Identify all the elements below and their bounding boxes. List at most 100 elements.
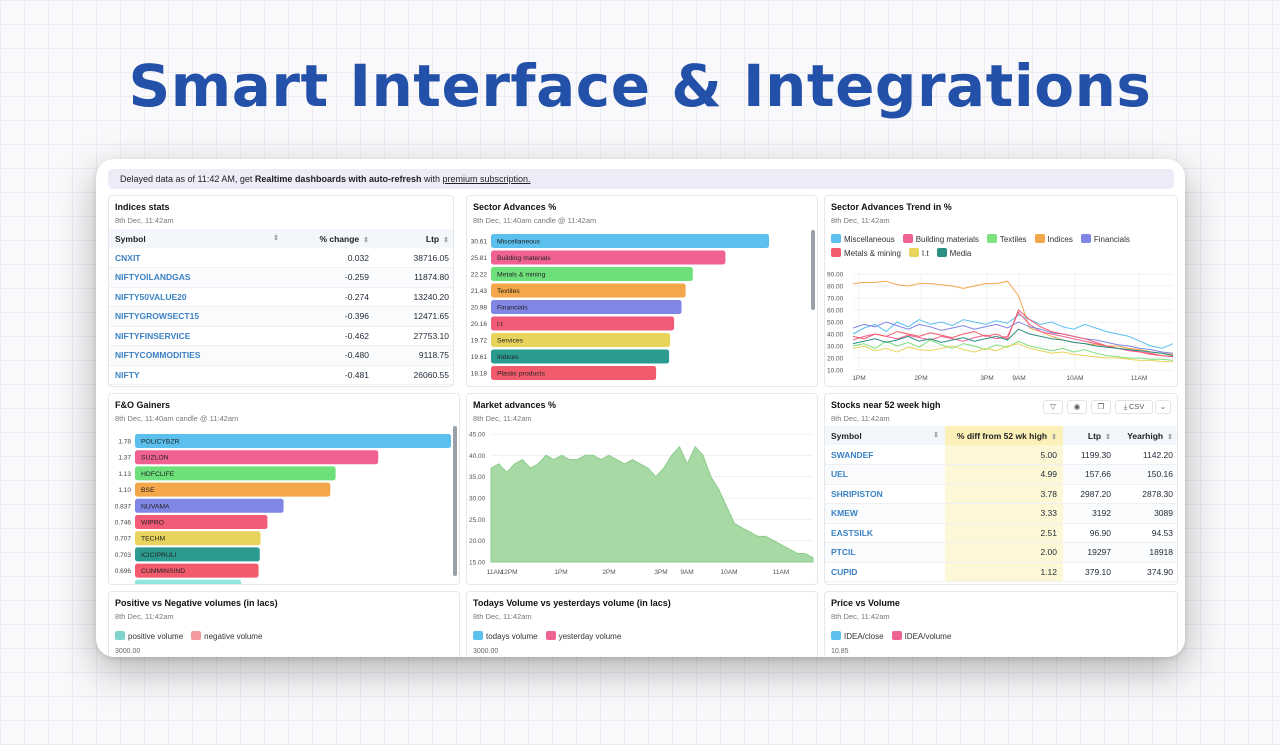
- change-cell: -0.274: [285, 287, 375, 307]
- x-tick-label: 11AM: [1131, 375, 1148, 382]
- legend-item[interactable]: Media: [936, 248, 971, 258]
- bar-category-label: Textiles: [497, 288, 520, 295]
- legend-item[interactable]: I.t: [908, 248, 929, 258]
- symbol-link[interactable]: NIFTYFINSERVICE: [109, 326, 285, 346]
- table-row[interactable]: NIFTYFINSERVICE -0.462 27753.10: [109, 326, 453, 346]
- symbol-link[interactable]: PTCIL: [825, 542, 945, 563]
- y-tick-label: 50.00: [827, 320, 844, 327]
- filter-button[interactable]: ▽: [1043, 400, 1063, 414]
- legend-label: Financials: [1093, 235, 1130, 244]
- column-header-ltp[interactable]: Ltp ⇕: [1063, 426, 1117, 445]
- premium-subscription-link[interactable]: premium subscription.: [442, 174, 531, 184]
- x-tick-label: 2PM: [602, 569, 615, 576]
- scrollbar[interactable]: [453, 426, 457, 576]
- copy-button[interactable]: ❐: [1091, 400, 1111, 414]
- symbol-link[interactable]: NIFTYGROWSECT15: [109, 306, 285, 327]
- legend-item[interactable]: Metals & mining: [831, 248, 901, 258]
- y-tick-label: 25.00: [469, 517, 486, 524]
- symbol-link[interactable]: SWANDEF: [825, 445, 945, 465]
- symbol-link[interactable]: CNXIT: [109, 248, 285, 268]
- ltp-cell: 12471.65: [375, 306, 453, 327]
- legend-item[interactable]: todays volume: [473, 631, 538, 641]
- view-button[interactable]: ◉: [1067, 400, 1087, 414]
- symbol-link[interactable]: NIFTY: [109, 365, 285, 385]
- legend-item[interactable]: IDEA/volume: [891, 631, 951, 641]
- bar-value-label: 0.837: [115, 503, 132, 510]
- y-tick-label: 90.00: [827, 272, 844, 279]
- symbol-link[interactable]: SHRIPISTON: [825, 484, 945, 504]
- symbol-link[interactable]: NIFTYOILANDGAS: [109, 267, 285, 288]
- legend-item[interactable]: Building materials: [902, 234, 979, 244]
- csv-dropdown-button[interactable]: ⌄: [1155, 400, 1171, 414]
- legend-item[interactable]: yesterday volume: [545, 631, 621, 641]
- symbol-link[interactable]: NIFTYCOMMODITIES: [109, 345, 285, 366]
- x-tick-label: 3PM: [980, 375, 993, 382]
- table-row[interactable]: NIFTY -0.481 26060.55: [109, 365, 453, 385]
- bar-category-label: Financials: [497, 305, 528, 312]
- chart-legend: todays volume yesterday volume: [473, 631, 621, 641]
- bar: [491, 300, 682, 314]
- symbol-link[interactable]: NIFTY50VALUE20: [109, 287, 285, 307]
- table-row[interactable]: SWANDEF 5.00 1199.30 1142.20: [825, 445, 1177, 465]
- bar: [491, 316, 675, 331]
- yearhigh-cell: 94.53: [1117, 523, 1177, 543]
- yearhigh-cell: 150.16: [1117, 464, 1177, 485]
- table-row[interactable]: EASTSILK 2.51 96.90 94.53: [825, 523, 1177, 543]
- table-row[interactable]: CNXIT 0.032 38716.05: [109, 248, 453, 268]
- bar: [135, 563, 259, 578]
- fo-gainers-panel: F&O Gainers 8th Dec, 11:40am candle @ 11…: [108, 393, 460, 585]
- column-header-yearhigh[interactable]: Yearhigh ⇕: [1117, 426, 1177, 445]
- legend-item[interactable]: Miscellaneous: [831, 234, 895, 244]
- ltp-cell: 1199.30: [1063, 445, 1117, 465]
- dashboard-window: Delayed data as of 11:42 AM, get Realtim…: [96, 159, 1185, 657]
- panel-subtitle: 8th Dec, 11:42am: [831, 612, 890, 621]
- table-row[interactable]: NIFTYCOMMODITIES -0.480 9118.75: [109, 345, 453, 366]
- legend-item[interactable]: IDEA/close: [831, 631, 884, 641]
- bar-category-label: Plastic products: [497, 371, 546, 378]
- y-tick-label: 35.00: [469, 474, 486, 481]
- bar: [135, 579, 242, 584]
- ltp-cell: 157.66: [1063, 464, 1117, 485]
- symbol-link[interactable]: EASTSILK: [825, 523, 945, 543]
- symbol-link[interactable]: UEL: [825, 464, 945, 485]
- column-header-change[interactable]: % change ⇕: [285, 229, 375, 248]
- bar: [135, 531, 261, 546]
- symbol-link[interactable]: KMEW: [825, 503, 945, 524]
- posneg-volumes-panel: Positive vs Negative volumes (in lacs) 8…: [108, 591, 460, 657]
- ltp-cell: 9118.75: [375, 345, 453, 366]
- csv-button[interactable]: ⤓ CSV: [1115, 400, 1153, 414]
- table-row[interactable]: CUPID 1.12 379.10 374.90: [825, 562, 1177, 582]
- y-tick-label: 40.00: [469, 453, 486, 460]
- legend-item[interactable]: positive volume: [115, 631, 183, 641]
- bar: [135, 482, 331, 497]
- bar-value-label: 18.18: [471, 371, 488, 378]
- bar: [491, 333, 671, 347]
- symbol-link[interactable]: CUPID: [825, 562, 945, 582]
- table-row[interactable]: UEL 4.99 157.66 150.16: [825, 464, 1177, 485]
- yearhigh-cell: 3089: [1117, 503, 1177, 524]
- legend-item[interactable]: Indices: [1034, 234, 1073, 244]
- bar: [135, 498, 284, 513]
- legend-item[interactable]: Financials: [1080, 234, 1130, 244]
- panel-subtitle: 8th Dec, 11:42am: [473, 612, 532, 621]
- column-header-ltp[interactable]: Ltp ⇕: [375, 229, 453, 248]
- delay-banner: Delayed data as of 11:42 AM, get Realtim…: [108, 169, 1174, 189]
- yearhigh-cell: 374.90: [1117, 562, 1177, 582]
- table-row[interactable]: SHRIPISTON 3.78 2987.20 2878.30: [825, 484, 1177, 504]
- column-header-symbol[interactable]: Symbol ⇕: [109, 229, 285, 248]
- bar-value-label: 0.696: [115, 568, 132, 575]
- bar-category-label: I.t: [497, 321, 503, 328]
- column-header-symbol[interactable]: Symbol ⇕: [825, 426, 945, 445]
- diff-cell: 2.00: [945, 542, 1063, 563]
- table-row[interactable]: NIFTYGROWSECT15 -0.396 12471.65: [109, 306, 453, 327]
- column-header-diff[interactable]: % diff from 52 wk high ⇕: [945, 426, 1063, 445]
- table-row[interactable]: PTCIL 2.00 19297 18918: [825, 542, 1177, 563]
- legend-item[interactable]: negative volume: [191, 631, 262, 641]
- y-tick-label: 20.00: [827, 356, 844, 363]
- table-row[interactable]: KMEW 3.33 3192 3089: [825, 503, 1177, 524]
- yearhigh-cell: 1142.20: [1117, 445, 1177, 465]
- table-row[interactable]: NIFTY50VALUE20 -0.274 13240.20: [109, 287, 453, 307]
- table-row[interactable]: NIFTYOILANDGAS -0.259 11874.80: [109, 267, 453, 288]
- legend-item[interactable]: Textiles: [986, 234, 1027, 244]
- scrollbar[interactable]: [811, 230, 815, 310]
